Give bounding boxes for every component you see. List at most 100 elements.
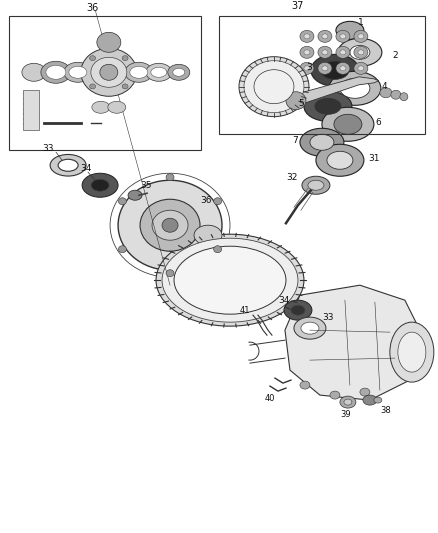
Ellipse shape (214, 246, 222, 253)
Ellipse shape (336, 21, 364, 39)
Text: 2: 2 (392, 51, 398, 60)
Ellipse shape (174, 246, 286, 314)
Ellipse shape (22, 63, 46, 82)
Ellipse shape (118, 198, 127, 205)
Ellipse shape (294, 317, 326, 339)
Ellipse shape (82, 173, 118, 197)
Text: 34: 34 (80, 164, 92, 173)
Ellipse shape (152, 210, 188, 240)
Ellipse shape (322, 66, 328, 71)
Ellipse shape (322, 50, 328, 55)
Text: 7: 7 (292, 136, 298, 145)
Ellipse shape (338, 38, 382, 66)
Ellipse shape (122, 84, 128, 89)
Ellipse shape (400, 93, 408, 101)
Ellipse shape (334, 114, 362, 134)
Text: 38: 38 (380, 406, 391, 415)
Ellipse shape (318, 46, 332, 58)
Ellipse shape (168, 64, 190, 80)
Ellipse shape (316, 144, 364, 176)
Ellipse shape (300, 128, 344, 156)
Ellipse shape (92, 101, 110, 113)
Ellipse shape (311, 54, 359, 86)
Ellipse shape (380, 88, 392, 98)
Ellipse shape (340, 66, 346, 71)
Ellipse shape (146, 63, 172, 82)
Ellipse shape (300, 62, 314, 74)
Bar (9, 17, 201, 150)
Ellipse shape (81, 49, 137, 96)
Ellipse shape (122, 55, 128, 61)
Ellipse shape (321, 61, 349, 79)
Ellipse shape (340, 50, 346, 55)
Ellipse shape (284, 300, 312, 320)
Bar (219, 17, 425, 134)
Ellipse shape (214, 198, 222, 205)
Ellipse shape (310, 134, 334, 150)
Text: 41: 41 (240, 305, 251, 314)
Ellipse shape (91, 179, 109, 191)
Bar (23, 90, 39, 130)
Ellipse shape (318, 62, 332, 74)
Ellipse shape (118, 246, 127, 253)
Ellipse shape (166, 270, 174, 277)
Ellipse shape (322, 34, 328, 39)
Ellipse shape (125, 62, 153, 82)
Ellipse shape (173, 68, 185, 76)
Ellipse shape (41, 61, 71, 83)
Ellipse shape (327, 151, 353, 169)
Ellipse shape (304, 34, 310, 39)
Ellipse shape (398, 332, 426, 372)
Ellipse shape (304, 66, 310, 71)
Ellipse shape (151, 67, 167, 77)
Ellipse shape (140, 199, 200, 251)
Ellipse shape (344, 399, 352, 405)
Ellipse shape (390, 322, 434, 382)
Ellipse shape (156, 234, 304, 326)
Ellipse shape (336, 46, 350, 58)
Ellipse shape (340, 396, 356, 408)
Text: 35: 35 (140, 181, 152, 190)
Ellipse shape (358, 50, 364, 55)
Ellipse shape (58, 159, 78, 171)
Text: 36: 36 (86, 3, 98, 13)
Text: 3: 3 (306, 63, 312, 72)
Ellipse shape (374, 397, 382, 403)
Ellipse shape (97, 33, 121, 52)
Ellipse shape (300, 30, 314, 42)
Ellipse shape (318, 30, 332, 42)
Ellipse shape (162, 218, 178, 232)
Ellipse shape (315, 98, 341, 114)
Ellipse shape (239, 56, 309, 117)
Ellipse shape (360, 388, 370, 396)
Ellipse shape (304, 50, 310, 55)
Polygon shape (285, 285, 420, 400)
Ellipse shape (340, 78, 370, 98)
Text: 40: 40 (265, 393, 276, 402)
Ellipse shape (340, 34, 346, 39)
Text: 4: 4 (382, 82, 388, 91)
Ellipse shape (336, 30, 350, 42)
Ellipse shape (118, 180, 222, 270)
Text: 34: 34 (278, 296, 290, 305)
Text: 32: 32 (286, 173, 297, 182)
Ellipse shape (363, 395, 377, 405)
Ellipse shape (130, 66, 148, 78)
Ellipse shape (46, 66, 66, 79)
Ellipse shape (69, 66, 87, 78)
Ellipse shape (162, 238, 298, 322)
Ellipse shape (301, 322, 319, 334)
Text: 31: 31 (368, 154, 379, 163)
Ellipse shape (108, 101, 126, 113)
Text: 33: 33 (42, 144, 53, 153)
Ellipse shape (90, 55, 95, 61)
Text: 5: 5 (298, 99, 304, 108)
Ellipse shape (336, 62, 350, 74)
Text: 37: 37 (291, 2, 304, 11)
Ellipse shape (64, 62, 92, 82)
Ellipse shape (302, 176, 330, 194)
Ellipse shape (291, 305, 305, 315)
Ellipse shape (286, 92, 306, 110)
Ellipse shape (308, 180, 324, 190)
Ellipse shape (330, 391, 340, 399)
